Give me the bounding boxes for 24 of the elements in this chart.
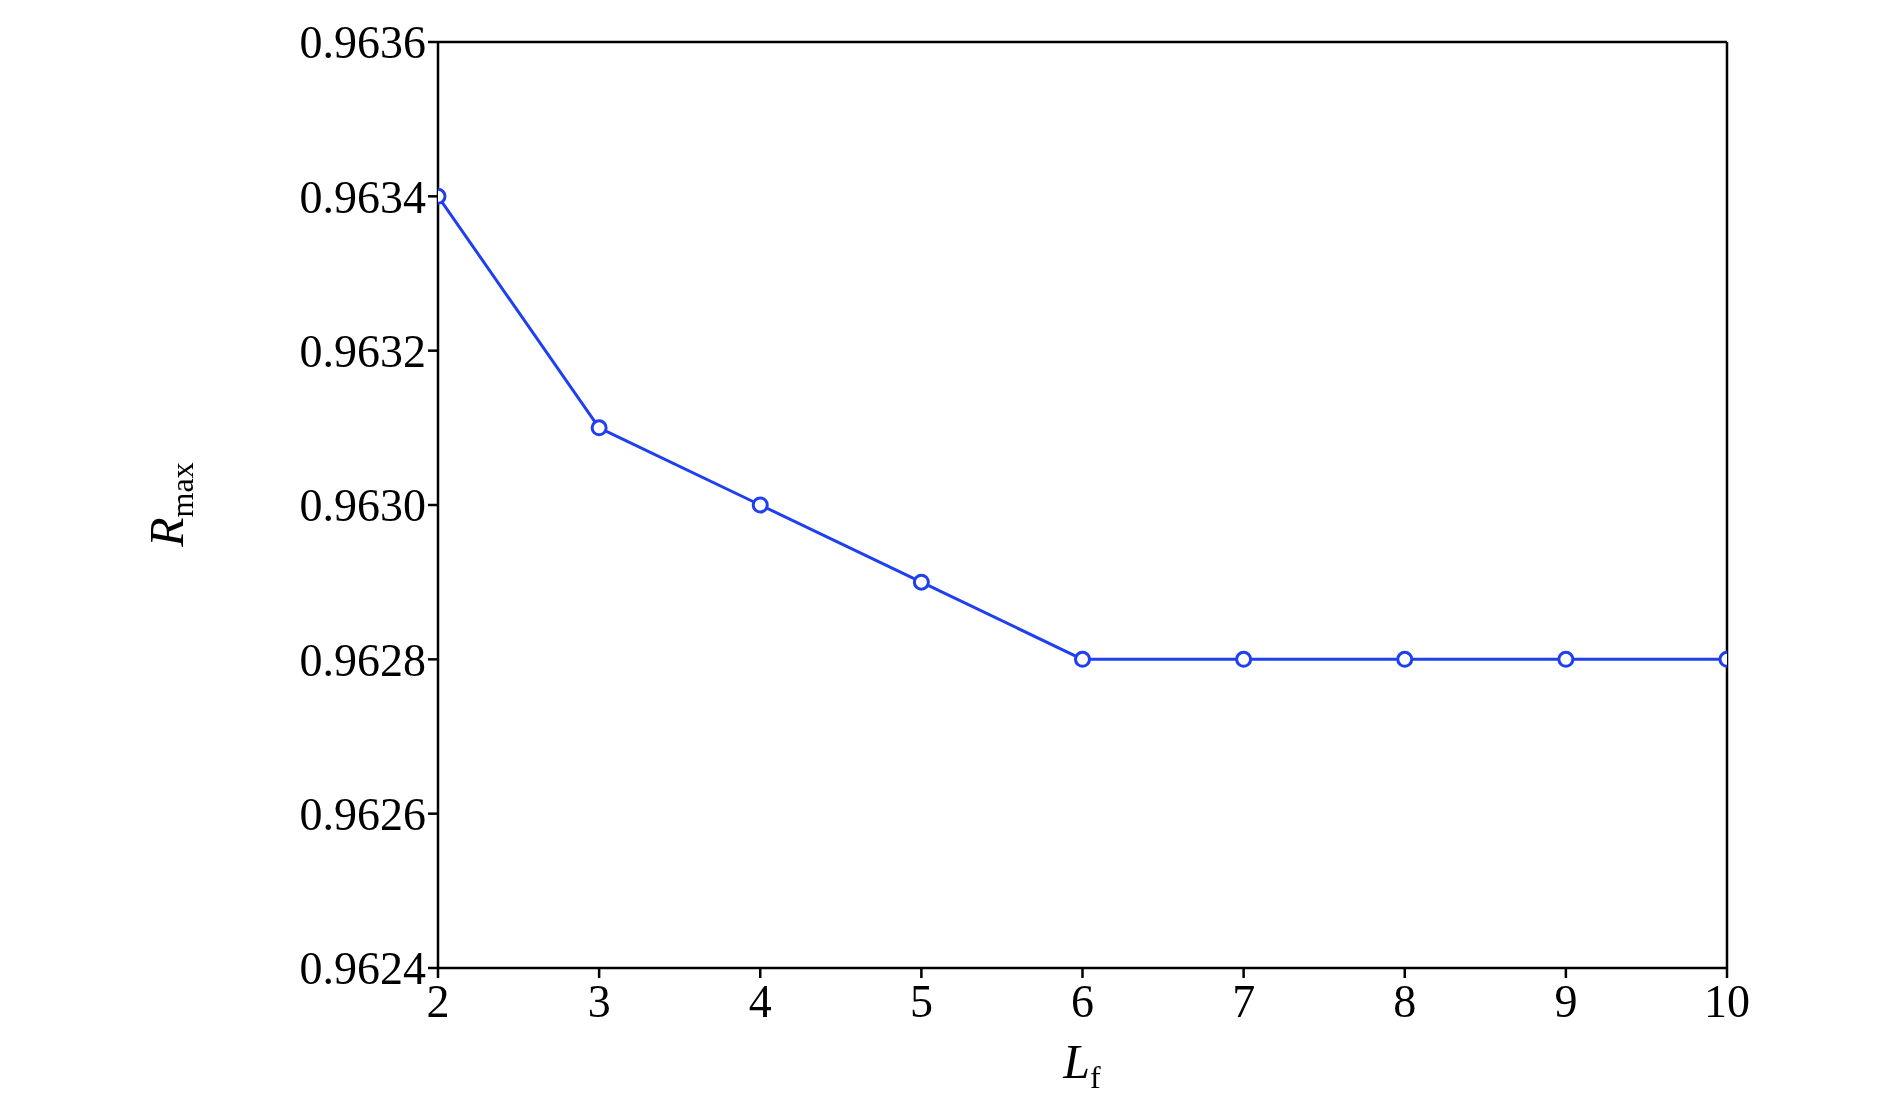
y-tick-label: 0.9630	[299, 480, 426, 532]
point	[1557, 650, 1575, 668]
point	[590, 419, 608, 437]
x-tick-label: 9	[1554, 975, 1578, 1027]
point	[1074, 650, 1091, 668]
x-tick-label: 10	[1704, 975, 1750, 1027]
y-tick-label: 0.9632	[299, 326, 426, 377]
point	[751, 496, 769, 514]
y-tick-label: 0.9628	[299, 634, 426, 686]
y-tick-label: 0.9634	[299, 171, 426, 223]
y-tick-label: 0.9624	[299, 943, 426, 995]
x-tick-label: 2	[426, 975, 450, 1027]
x-tick-label: 8	[1393, 975, 1417, 1027]
x-axis-title: L$_{f}$	[1062, 1035, 1102, 1095]
x-tick-label: 5	[909, 975, 933, 1027]
y-tick-label: 0.9626	[299, 789, 426, 840]
point	[912, 573, 930, 591]
x-tick-label: 4	[748, 975, 772, 1027]
y-tick-label: 0.9636	[299, 17, 426, 69]
x-tick-label: 6	[1071, 975, 1094, 1027]
point	[1396, 650, 1414, 668]
point	[1235, 650, 1253, 668]
x-tick-label: 3	[587, 975, 611, 1027]
x-tick-label: 7	[1232, 975, 1256, 1027]
